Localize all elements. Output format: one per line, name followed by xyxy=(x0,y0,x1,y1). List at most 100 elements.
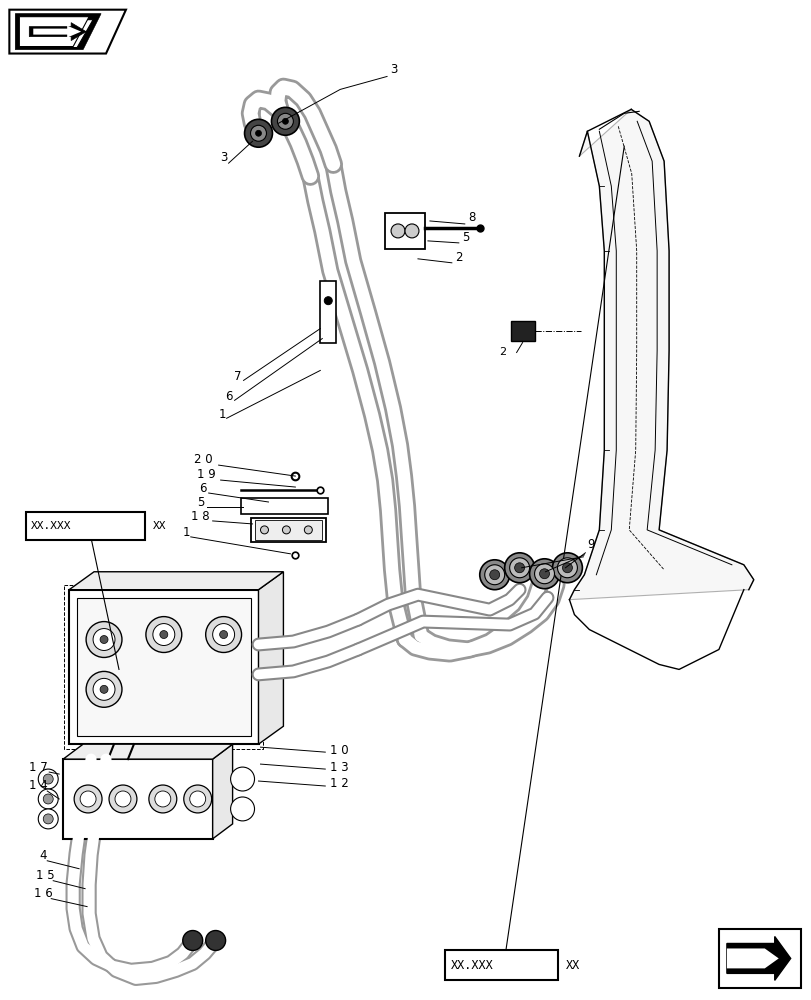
Circle shape xyxy=(93,629,115,650)
Bar xyxy=(718,929,800,988)
Text: 1: 1 xyxy=(218,408,226,421)
Circle shape xyxy=(230,797,254,821)
Circle shape xyxy=(509,558,529,578)
Bar xyxy=(384,213,424,249)
Circle shape xyxy=(160,631,168,639)
Bar xyxy=(510,321,534,341)
Text: 3: 3 xyxy=(221,151,228,164)
Polygon shape xyxy=(726,937,790,980)
Circle shape xyxy=(251,125,266,141)
Text: 9: 9 xyxy=(586,538,594,551)
Text: 1 2: 1 2 xyxy=(330,777,349,790)
Text: XX.XXX: XX.XXX xyxy=(31,521,71,531)
Circle shape xyxy=(230,767,254,791)
Circle shape xyxy=(260,526,268,534)
Circle shape xyxy=(484,565,504,585)
Circle shape xyxy=(277,113,293,129)
Text: 2: 2 xyxy=(454,251,461,264)
Circle shape xyxy=(557,558,577,578)
Circle shape xyxy=(244,119,272,147)
Circle shape xyxy=(479,560,509,590)
Text: 5: 5 xyxy=(461,231,469,244)
Polygon shape xyxy=(15,14,101,50)
Text: 1 4: 1 4 xyxy=(29,779,48,792)
Circle shape xyxy=(324,297,332,305)
Text: 2 0: 2 0 xyxy=(194,453,212,466)
Circle shape xyxy=(539,569,549,579)
Polygon shape xyxy=(69,572,283,590)
Circle shape xyxy=(146,617,182,652)
Circle shape xyxy=(43,814,54,824)
Bar xyxy=(251,518,326,542)
Circle shape xyxy=(38,769,58,789)
Polygon shape xyxy=(258,572,283,744)
Circle shape xyxy=(391,224,405,238)
Bar xyxy=(69,590,258,744)
Circle shape xyxy=(86,671,122,707)
Circle shape xyxy=(255,130,261,136)
Bar xyxy=(63,759,212,839)
Text: 6: 6 xyxy=(225,390,233,403)
Bar xyxy=(77,598,251,736)
Circle shape xyxy=(514,563,524,573)
Circle shape xyxy=(115,791,131,807)
Bar xyxy=(26,512,145,540)
Text: 1 9: 1 9 xyxy=(196,468,215,481)
Circle shape xyxy=(155,791,170,807)
Text: 1: 1 xyxy=(182,526,190,539)
Text: XX: XX xyxy=(565,959,580,972)
Text: XX: XX xyxy=(152,521,165,531)
Polygon shape xyxy=(569,109,753,600)
Polygon shape xyxy=(726,948,778,968)
Circle shape xyxy=(109,785,137,813)
Circle shape xyxy=(93,678,115,700)
Circle shape xyxy=(271,107,299,135)
Circle shape xyxy=(405,224,418,238)
Circle shape xyxy=(38,789,58,809)
Text: 2: 2 xyxy=(498,347,505,357)
Polygon shape xyxy=(10,10,126,54)
Polygon shape xyxy=(33,26,81,38)
Circle shape xyxy=(86,622,122,657)
Circle shape xyxy=(529,559,559,589)
Circle shape xyxy=(489,570,499,580)
Text: 1 6: 1 6 xyxy=(34,887,53,900)
Text: 1 5: 1 5 xyxy=(36,869,55,882)
Circle shape xyxy=(152,624,174,646)
Text: 5: 5 xyxy=(196,496,204,509)
Polygon shape xyxy=(24,20,93,48)
Circle shape xyxy=(562,563,572,573)
Bar xyxy=(240,498,328,514)
Circle shape xyxy=(183,785,212,813)
Circle shape xyxy=(43,794,54,804)
Polygon shape xyxy=(29,23,86,41)
Bar xyxy=(320,281,336,343)
Bar xyxy=(444,950,557,980)
Bar xyxy=(64,585,263,749)
Text: 7: 7 xyxy=(234,370,241,383)
Circle shape xyxy=(212,624,234,646)
Circle shape xyxy=(38,809,58,829)
Polygon shape xyxy=(63,744,232,759)
Circle shape xyxy=(304,526,312,534)
Text: 1 0: 1 0 xyxy=(330,744,349,757)
Polygon shape xyxy=(19,17,89,47)
Circle shape xyxy=(205,617,241,652)
Circle shape xyxy=(148,785,177,813)
Polygon shape xyxy=(212,744,232,839)
Text: 6: 6 xyxy=(199,482,206,495)
Text: 3: 3 xyxy=(389,63,397,76)
Text: 1 8: 1 8 xyxy=(191,510,209,523)
Circle shape xyxy=(80,791,96,807)
Circle shape xyxy=(504,553,534,583)
Text: XX.XXX: XX.XXX xyxy=(450,959,493,972)
Circle shape xyxy=(74,785,102,813)
Circle shape xyxy=(551,553,581,583)
Circle shape xyxy=(205,931,225,950)
Circle shape xyxy=(43,774,54,784)
Circle shape xyxy=(282,118,288,124)
Circle shape xyxy=(182,931,203,950)
Text: 1 7: 1 7 xyxy=(29,761,48,774)
Circle shape xyxy=(190,791,205,807)
Circle shape xyxy=(100,685,108,693)
